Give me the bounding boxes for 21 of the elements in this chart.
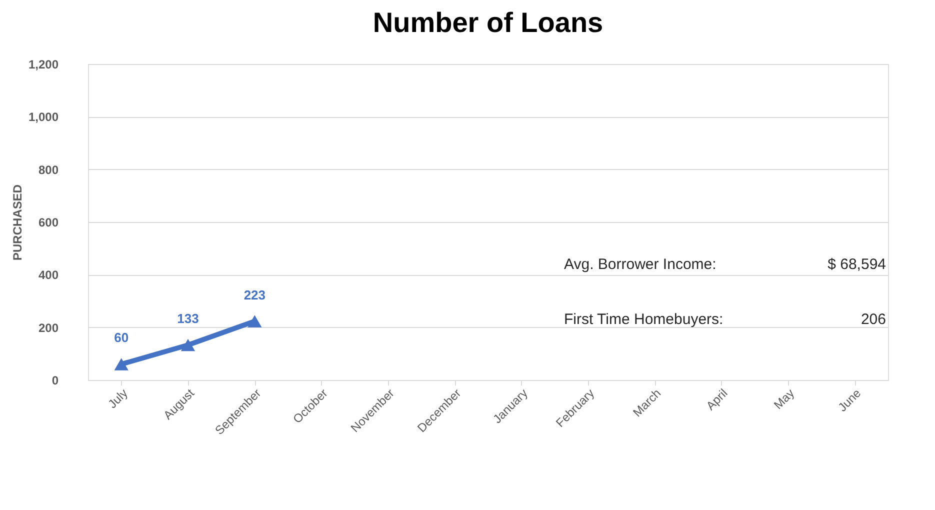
data-label: 133	[177, 310, 199, 326]
y-tick-label: 600	[38, 216, 59, 230]
x-tick-label: May	[771, 386, 797, 412]
y-tick-label: 800	[38, 162, 59, 177]
point	[248, 315, 262, 328]
x-tick-label: July	[105, 386, 130, 412]
data-label: 223	[244, 287, 266, 302]
annotation: 206	[860, 311, 886, 328]
y-axis-title: PURCHASED	[10, 184, 24, 261]
annotation: Avg. Borrower Income:	[564, 256, 716, 273]
y-tick-label: 200	[38, 320, 59, 335]
y-tick-label: 1,000	[28, 110, 59, 124]
annotation: First Time Homebuyers:	[564, 311, 724, 328]
point	[114, 358, 128, 370]
y-tick-label: 400	[38, 268, 59, 282]
y-tick-label: 0	[52, 374, 59, 388]
chart-title: Number of Loans	[372, 7, 604, 38]
y-tick-label: 1,200	[28, 58, 59, 72]
data-label: 60	[114, 330, 129, 346]
annotation: $ 68,594	[828, 256, 886, 273]
point	[180, 338, 196, 352]
